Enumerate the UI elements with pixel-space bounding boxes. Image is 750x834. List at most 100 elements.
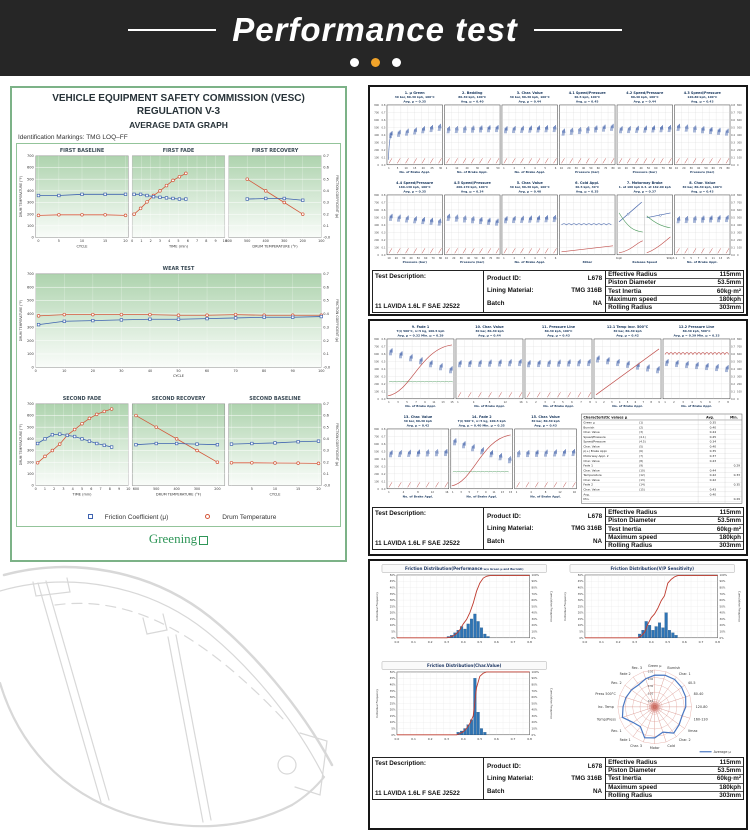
- svg-text:FIRST BASELINE: FIRST BASELINE: [60, 148, 104, 154]
- svg-text:15: 15: [450, 400, 454, 404]
- svg-text:12: 12: [504, 400, 508, 404]
- svg-text:0.6: 0.6: [382, 208, 386, 212]
- svg-text:Avg. μ = 0.43: Avg. μ = 0.43: [547, 334, 570, 338]
- svg-text:200: 200: [737, 148, 742, 152]
- svg-text:Press 500°C: Press 500°C: [595, 692, 616, 696]
- svg-text:4: 4: [168, 239, 170, 243]
- svg-text:(12): (12): [639, 473, 645, 477]
- svg-text:50: 50: [589, 166, 593, 170]
- svg-text:Fade 1: Fade 1: [583, 463, 593, 467]
- svg-text:50%: 50%: [390, 670, 396, 674]
- svg-text:Friction Distribution(Performa: Friction Distribution(Performance w/o Gr…: [405, 566, 524, 571]
- svg-text:0.2: 0.2: [731, 148, 735, 152]
- svg-text:40-5: 40-5: [687, 681, 695, 685]
- svg-text:Avg. μ = 0.43: Avg. μ = 0.43: [534, 423, 557, 427]
- svg-text:4: 4: [553, 400, 555, 404]
- svg-text:30 bar, 80-30 kph: 30 bar, 80-30 kph: [475, 329, 503, 333]
- svg-text:200: 200: [300, 239, 306, 243]
- product-info-cell: Product ID: L678 Lining Material: TMG 316B B…: [484, 758, 607, 800]
- svg-text:100: 100: [374, 479, 379, 483]
- svg-text:No. of Brake Appl.: No. of Brake Appl.: [466, 494, 497, 498]
- svg-text:0.0: 0.0: [731, 397, 735, 401]
- svg-text:0.3: 0.3: [382, 230, 386, 234]
- banner-line-left: [128, 29, 217, 31]
- svg-text:DRUM TEMPERATURE (°F): DRUM TEMPERATURE (°F): [19, 300, 23, 341]
- svg-text:30: 30: [632, 166, 636, 170]
- svg-text:0.4: 0.4: [731, 223, 735, 227]
- svg-text:300: 300: [374, 374, 379, 378]
- svg-text:40-5 kph, 100°C: 40-5 kph, 100°C: [574, 95, 600, 99]
- svg-text:700: 700: [737, 344, 742, 348]
- svg-text:0.1: 0.1: [731, 389, 735, 393]
- svg-text:70: 70: [719, 166, 723, 170]
- spec-row: Maximum speed 180kph: [606, 295, 743, 305]
- svg-text:300: 300: [27, 201, 34, 205]
- svg-text:70: 70: [604, 166, 608, 170]
- svg-text:0: 0: [377, 487, 379, 491]
- svg-text:100: 100: [318, 369, 324, 373]
- svg-text:50: 50: [176, 369, 180, 373]
- svg-text:Fade 1: Fade 1: [619, 738, 630, 742]
- svg-text:200: 200: [737, 238, 742, 242]
- svg-text:30: 30: [402, 256, 406, 260]
- svg-text:0.7: 0.7: [382, 434, 386, 438]
- svg-text:Avg. μ = 0.34: Avg. μ = 0.34: [461, 189, 484, 193]
- product-field: Batch NA: [487, 787, 603, 795]
- svg-text:7. Motorway Brake: 7. Motorway Brake: [627, 181, 663, 185]
- svg-text:7: 7: [477, 490, 479, 494]
- svg-text:Char. Value: Char. Value: [583, 468, 599, 472]
- svg-text:Avg. μ = 0.40 Min. μ = 0.35: Avg. μ = 0.40 Min. μ = 0.35: [459, 423, 505, 427]
- svg-text:Pressure (bar): Pressure (bar): [460, 260, 485, 264]
- svg-text:0.0: 0.0: [382, 487, 386, 491]
- svg-text:12.2 Pressure Line: 12.2 Pressure Line: [679, 325, 715, 329]
- svg-text:45%: 45%: [390, 579, 396, 583]
- svg-text:FRICTION COEFFICIENT (μ): FRICTION COEFFICIENT (μ): [335, 175, 339, 218]
- svg-text:Cumulative Frequency: Cumulative Frequency: [550, 688, 554, 719]
- svg-text:100: 100: [27, 352, 34, 356]
- svg-text:80%: 80%: [719, 586, 725, 590]
- svg-text:13: 13: [719, 256, 723, 260]
- svg-text:600: 600: [27, 414, 34, 418]
- svg-text:20: 20: [395, 256, 399, 260]
- svg-text:80-30 kph, 100°C: 80-30 kph, 100°C: [458, 95, 486, 99]
- svg-text:4.5 Speed/Pressure: 4.5 Speed/Pressure: [454, 181, 492, 185]
- svg-text:9: 9: [118, 487, 120, 491]
- svg-text:T(i) 500°C, n=5 kg, 100-5 kph: T(i) 500°C, n=5 kg, 100-5 kph: [458, 419, 506, 423]
- svg-text:30 bar, 80-30 kph: 30 bar, 80-30 kph: [404, 419, 432, 423]
- vehicle-id: 11 LAVIDA 1.6L F SAE J2522: [375, 790, 460, 798]
- svg-text:4: 4: [534, 256, 536, 260]
- svg-text:30 bar, 80-30 kph: 30 bar, 80-30 kph: [613, 329, 641, 333]
- svg-text:500: 500: [27, 299, 34, 303]
- svg-text:0.4: 0.4: [731, 133, 735, 137]
- svg-text:8: 8: [650, 400, 652, 404]
- svg-text:Char. Value: Char. Value: [583, 430, 599, 434]
- svg-text:1: 1: [457, 400, 459, 404]
- svg-text:Avg. μ = 0.32 Min. μ = 0.29: Avg. μ = 0.32 Min. μ = 0.29: [397, 334, 443, 338]
- svg-text:0.45: 0.45: [710, 435, 717, 439]
- test-description-cell: Test Description: 11 LAVIDA 1.6L F SAE J2…: [373, 508, 484, 550]
- svg-text:30%: 30%: [719, 617, 725, 621]
- svg-text:(10): (10): [639, 468, 645, 472]
- banner-dot-2: [391, 58, 401, 67]
- svg-text:0.6: 0.6: [731, 208, 735, 212]
- svg-text:Avg. μ = 0.44: Avg. μ = 0.44: [518, 100, 541, 104]
- svg-text:10%: 10%: [719, 630, 725, 634]
- greening-logo-icon: [199, 535, 209, 545]
- svg-text:(2): (2): [639, 425, 643, 429]
- svg-text:(6): (6): [639, 449, 643, 453]
- svg-text:20: 20: [625, 166, 629, 170]
- svg-text:0.5: 0.5: [323, 299, 329, 303]
- svg-text:90%: 90%: [532, 676, 538, 680]
- svg-text:2: 2: [514, 166, 516, 170]
- svg-text:Avg. μ = 0.35: Avg. μ = 0.35: [403, 100, 426, 104]
- svg-text:300: 300: [737, 374, 742, 378]
- greening-logo-text: Greening: [148, 531, 198, 547]
- svg-text:0: 0: [737, 397, 739, 401]
- svg-text:100: 100: [737, 245, 742, 249]
- svg-text:200: 200: [374, 472, 379, 476]
- svg-text:0.3: 0.3: [323, 201, 329, 205]
- svg-text:30 bar, 80-30 kph, 100°C: 30 bar, 80-30 kph, 100°C: [395, 95, 435, 99]
- square-marker-icon: [81, 514, 101, 520]
- svg-text:0: 0: [32, 366, 35, 370]
- svg-text:TIME (min): TIME (min): [168, 244, 189, 248]
